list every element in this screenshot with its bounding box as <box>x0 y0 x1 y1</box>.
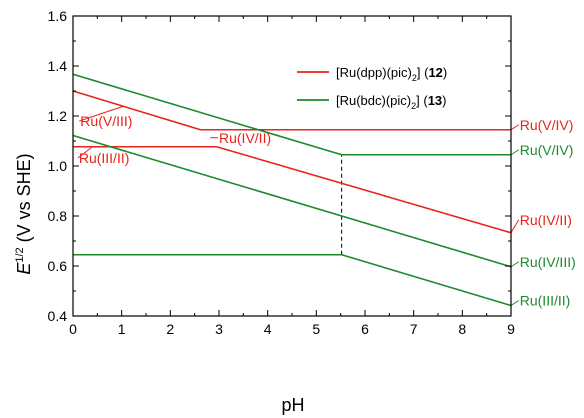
legend: [Ru(dpp)(pic)2] (12) [Ru(bdc)(pic)2] (13) <box>297 65 447 111</box>
annotation-leader <box>510 261 520 268</box>
x-tick-label: 5 <box>312 321 320 337</box>
x-tick-label: 4 <box>264 321 272 337</box>
annotation-layer: Ru(V/III) Ru(IV/II) Ru(III/II) Ru(V/IV) Ru(V… <box>77 106 576 309</box>
annotation-label: Ru(V/IV) <box>520 142 574 158</box>
y-tick-label: 1.2 <box>48 108 68 124</box>
y-tick-label: 0.4 <box>48 308 68 324</box>
y-tick-label: 1.4 <box>48 58 68 74</box>
series-line-red <box>72 90 201 131</box>
plot-frame <box>72 15 512 317</box>
x-tick-label: 3 <box>215 321 223 337</box>
series-line-green <box>72 73 342 156</box>
series-line-green <box>341 253 512 307</box>
series-layer <box>72 73 512 307</box>
annotation-leader <box>510 124 520 131</box>
x-tick-label: 6 <box>361 321 369 337</box>
axes: 0 1 2 3 4 5 6 7 8 9 0.4 0.6 0.8 1.0 1.2 1.4 1.6 <box>48 8 516 337</box>
annotation-leader <box>77 146 93 159</box>
annotation-leader <box>79 106 123 122</box>
annotation-label: Ru(III/II) <box>520 293 571 309</box>
axis-labels: pH E1/2 (V vs SHE) <box>14 153 305 415</box>
y-tick-label: 1.0 <box>48 158 68 174</box>
annotation-label: Ru(IV/II) <box>219 130 271 146</box>
x-tick-label: 8 <box>458 321 466 337</box>
annotation-label: Ru(IV/II) <box>520 212 572 228</box>
legend-label: [Ru(bdc)(pic)2] (13) <box>336 93 447 111</box>
y-axis-label: E1/2 (V vs SHE) <box>14 153 34 274</box>
x-tick-label: 0 <box>69 321 77 337</box>
annotation-leader <box>510 300 520 306</box>
y-tick-label: 0.8 <box>48 208 68 224</box>
annotation-label: Ru(IV/III) <box>520 254 576 270</box>
y-tick-label: 0.6 <box>48 258 68 274</box>
y-tick-label: 1.6 <box>48 8 68 24</box>
annotation-label: Ru(III/II) <box>79 150 130 166</box>
x-tick-label: 7 <box>410 321 418 337</box>
annotation-leader <box>510 149 520 156</box>
annotation-leader <box>510 219 520 234</box>
legend-label: [Ru(dpp)(pic)2] (12) <box>336 65 447 83</box>
annotation-label: Ru(V/IV) <box>520 117 574 133</box>
series-line-red <box>216 145 512 234</box>
x-tick-label: 9 <box>507 321 515 337</box>
x-tick-label: 1 <box>118 321 126 337</box>
annotation-label: Ru(V/III) <box>80 113 132 129</box>
series-line-green <box>72 134 512 268</box>
x-tick-label: 2 <box>166 321 174 337</box>
x-axis-label: pH <box>281 395 304 415</box>
